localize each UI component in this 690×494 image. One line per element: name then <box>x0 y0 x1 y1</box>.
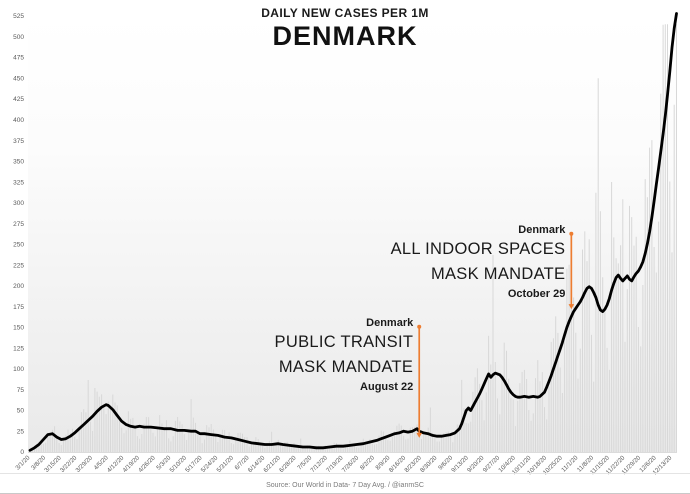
chart-header: DAILY NEW CASES PER 1M DENMARK <box>0 0 690 52</box>
y-axis-tick-label: 450 <box>13 76 24 83</box>
y-axis-tick-label: 375 <box>13 138 24 145</box>
y-axis-tick-label: 425 <box>13 96 24 103</box>
y-axis-tick-label: 50 <box>17 408 25 415</box>
y-axis-tick-label: 25 <box>17 428 25 435</box>
x-axis-tick-label: 8/30/20 <box>419 454 439 474</box>
annotation-text-line1: ALL INDOOR SPACES <box>390 239 566 258</box>
y-axis-tick-label: 350 <box>13 159 24 166</box>
x-axis-tick-label: 3/29/20 <box>74 454 94 474</box>
annotation-text-line2: MASK MANDATE <box>430 264 566 283</box>
source-footer: Source: Our World in Data- 7 Day Avg. / … <box>0 473 690 493</box>
x-axis-tick-label: 5/31/20 <box>215 454 235 474</box>
annotation-date-label: October 29 <box>507 287 566 300</box>
y-axis-tick-label: 0 <box>20 449 24 456</box>
chart-title: DENMARK <box>272 21 418 51</box>
annotation-text-line2: MASK MANDATE <box>278 357 414 376</box>
y-axis-tick-label: 525 <box>13 13 24 20</box>
annotation-arrow-tail-dot <box>417 324 422 329</box>
y-axis-tick-label: 325 <box>13 179 24 186</box>
x-axis-tick-label: 7/26/20 <box>341 454 361 474</box>
y-axis-tick-label: 100 <box>13 366 24 373</box>
y-axis-tick-label: 225 <box>13 262 24 269</box>
seven-day-average-line <box>28 12 678 452</box>
y-axis-tick-label: 500 <box>13 34 24 41</box>
x-axis-tick-label: 4/26/20 <box>137 454 157 474</box>
annotation-arrowhead-icon <box>568 304 575 310</box>
y-axis-tick-label: 250 <box>13 242 24 249</box>
annotation-country-label: Denmark <box>366 316 414 329</box>
y-axis-tick-label: 300 <box>13 200 24 207</box>
annotation-country-label: Denmark <box>518 223 566 236</box>
y-axis-tick-label: 475 <box>13 55 24 62</box>
x-axis-tick-label: 6/28/20 <box>278 454 298 474</box>
x-axis-tick-label: 8/2/20 <box>359 454 377 472</box>
source-text: Source: Our World in Data- 7 Day Avg. / … <box>266 482 424 489</box>
y-axis-tick-label: 75 <box>17 387 25 394</box>
y-axis-tick-label: 175 <box>13 304 24 311</box>
annotation-text-line1: PUBLIC TRANSIT <box>274 332 414 351</box>
annotation-public-transit-mask-mandate: Denmark PUBLIC TRANSIT MASK MANDATE Augu… <box>275 317 414 395</box>
y-axis-tick-label: 200 <box>13 283 24 290</box>
y-axis-tick-label: 400 <box>13 117 24 124</box>
annotation-all-indoor-spaces-mask-mandate: Denmark ALL INDOOR SPACES MASK MANDATE O… <box>391 224 566 302</box>
annotation-arrowhead-icon <box>416 432 423 438</box>
annotation-arrow-tail-dot <box>569 231 574 236</box>
y-axis-tick-label: 150 <box>13 325 24 332</box>
annotation-date-label: August 22 <box>360 380 414 393</box>
y-axis-tick-label: 125 <box>13 345 24 352</box>
chart-subtitle: DAILY NEW CASES PER 1M <box>261 6 429 20</box>
x-axis-tick-label: 3/1/20 <box>14 454 32 472</box>
y-axis-tick-label: 275 <box>13 221 24 228</box>
